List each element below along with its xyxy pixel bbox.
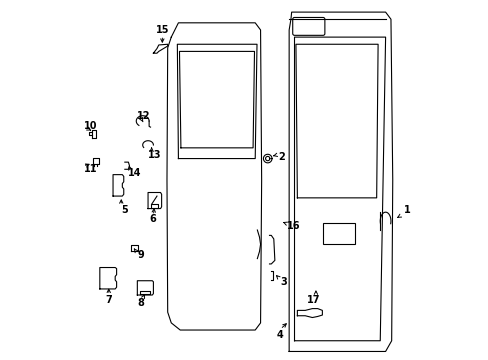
Text: 5: 5 bbox=[121, 205, 128, 215]
Text: 14: 14 bbox=[128, 168, 142, 178]
Text: 12: 12 bbox=[137, 111, 150, 121]
Text: 10: 10 bbox=[83, 121, 97, 131]
Text: 2: 2 bbox=[278, 152, 285, 162]
Text: 15: 15 bbox=[155, 25, 169, 35]
Text: 8: 8 bbox=[137, 298, 144, 308]
Text: 9: 9 bbox=[137, 250, 144, 260]
Bar bbox=[323, 223, 354, 244]
Text: 17: 17 bbox=[307, 295, 320, 305]
Text: 13: 13 bbox=[148, 150, 161, 160]
Text: 1: 1 bbox=[403, 205, 409, 215]
Text: 3: 3 bbox=[280, 277, 286, 287]
Text: 16: 16 bbox=[287, 221, 300, 231]
Text: 4: 4 bbox=[276, 330, 283, 341]
Text: 6: 6 bbox=[149, 214, 156, 224]
Text: 11: 11 bbox=[83, 164, 97, 174]
Text: 7: 7 bbox=[105, 295, 112, 305]
